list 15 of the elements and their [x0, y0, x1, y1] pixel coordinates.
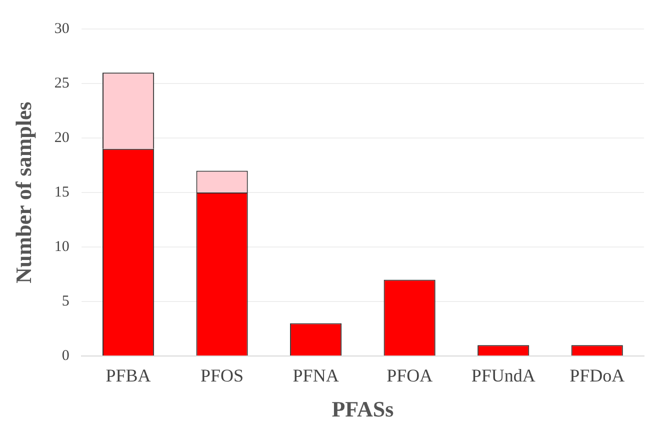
- y-tick-label: 10: [54, 238, 70, 255]
- y-tick-label: 20: [54, 130, 70, 146]
- x-tick-label: PFOA: [386, 366, 433, 386]
- y-tick-label: 25: [54, 75, 70, 92]
- x-tick-label: PFDoA: [570, 366, 625, 386]
- y-tick-label: 0: [62, 348, 70, 364]
- x-tick-label: PFOS: [200, 366, 244, 386]
- x-tick-label: PFUndA: [471, 366, 536, 386]
- y-tick-label: 30: [54, 20, 70, 37]
- x-axis-title: PFASs: [332, 396, 394, 422]
- y-tick-label: 15: [54, 184, 70, 200]
- x-tick-label: PFBA: [106, 366, 151, 386]
- x-tick-label: PFNA: [292, 366, 339, 386]
- y-axis-title: Number of samples: [10, 101, 36, 284]
- y-tick-label: 5: [62, 293, 70, 310]
